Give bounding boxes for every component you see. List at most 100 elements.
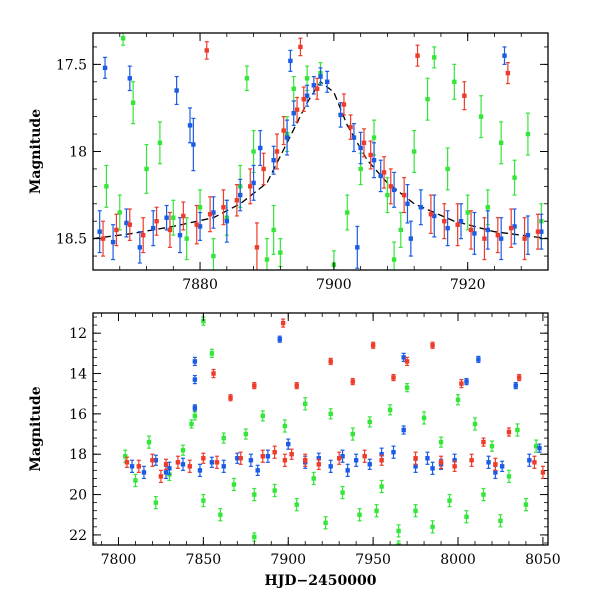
data-point — [221, 459, 226, 473]
data-point — [401, 425, 406, 435]
data-point — [158, 469, 164, 484]
data-point — [452, 460, 457, 472]
data-point — [151, 210, 156, 247]
data-point — [281, 116, 286, 146]
data-point — [506, 427, 512, 437]
data-point — [540, 465, 546, 480]
data-point — [248, 168, 253, 205]
data-point — [175, 455, 181, 469]
data-point — [214, 455, 220, 469]
data-point — [442, 203, 447, 240]
data-point — [238, 178, 243, 212]
data-point — [211, 238, 216, 270]
data-point — [201, 452, 206, 464]
data-point — [391, 373, 396, 382]
data-point — [502, 46, 507, 65]
data-point — [252, 382, 257, 390]
data-point — [464, 510, 469, 524]
data-point — [328, 459, 333, 473]
data-point — [180, 444, 186, 456]
data-point — [104, 164, 109, 208]
data-point — [163, 458, 169, 470]
series-1 — [124, 318, 546, 484]
data-point — [430, 520, 435, 534]
data-point — [445, 147, 450, 191]
data-point — [311, 75, 317, 95]
data-point — [171, 199, 176, 236]
data-point — [274, 133, 280, 170]
series-0 — [129, 335, 542, 480]
data-point — [499, 460, 505, 472]
data-point — [261, 152, 266, 186]
data-point — [367, 416, 372, 428]
data-point — [130, 81, 136, 125]
data-point — [177, 217, 183, 254]
data-point — [464, 377, 469, 386]
data-point — [523, 498, 529, 512]
data-point — [100, 220, 106, 257]
data-point — [114, 213, 119, 247]
data-point — [124, 208, 129, 238]
data-point — [482, 217, 487, 261]
data-point — [498, 217, 504, 261]
y-tick-label: 12 — [69, 326, 87, 342]
data-point — [527, 453, 532, 467]
data-point — [533, 439, 539, 453]
data-point — [251, 164, 256, 201]
data-point — [362, 449, 367, 463]
data-point — [189, 419, 194, 429]
data-point — [515, 423, 520, 437]
data-point — [379, 454, 384, 466]
data-point — [294, 96, 300, 123]
data-point — [401, 177, 407, 214]
plot-area — [93, 33, 548, 270]
y-tick-label: 18 — [69, 447, 87, 463]
data-point — [192, 356, 198, 367]
data-point — [192, 404, 198, 412]
y-axis-label: Magnitude — [28, 109, 44, 194]
data-point — [318, 67, 323, 86]
data-point — [209, 456, 215, 468]
data-point — [97, 210, 102, 254]
data-point — [388, 168, 393, 205]
data-point — [231, 477, 237, 492]
data-point — [361, 128, 367, 158]
data-point — [294, 382, 299, 390]
data-point — [513, 382, 518, 390]
data-point — [539, 213, 544, 250]
data-point — [316, 458, 322, 470]
data-point — [486, 455, 491, 469]
data-point — [304, 84, 310, 107]
data-point — [150, 453, 155, 467]
data-point — [289, 448, 294, 460]
x-tick-label: 7950 — [355, 552, 391, 568]
data-point — [421, 411, 427, 425]
data-point — [235, 452, 240, 464]
data-point — [350, 427, 355, 441]
panel-top-light-curve: 7880 7900 7920 17.5 18 18.5 Magnitude — [28, 32, 549, 293]
data-point — [455, 203, 460, 247]
data-point — [180, 457, 186, 471]
data-point — [221, 189, 226, 226]
data-point — [498, 514, 503, 528]
x-tick-label: 7880 — [182, 277, 218, 293]
data-point — [127, 65, 133, 92]
data-point — [117, 194, 122, 231]
data-point — [341, 93, 347, 116]
data-point — [468, 210, 474, 250]
data-point — [209, 348, 215, 358]
data-point — [211, 196, 216, 229]
data-point — [191, 117, 196, 172]
data-point — [303, 397, 308, 411]
data-point — [489, 440, 495, 452]
data-point — [146, 435, 152, 449]
data-point — [350, 377, 355, 386]
data-point — [228, 394, 233, 402]
data-point — [458, 203, 464, 240]
data-point — [271, 204, 276, 255]
model-curve — [93, 80, 548, 240]
data-point — [303, 453, 308, 467]
data-point — [378, 159, 383, 193]
data-point — [129, 459, 135, 473]
data-point — [252, 487, 257, 502]
